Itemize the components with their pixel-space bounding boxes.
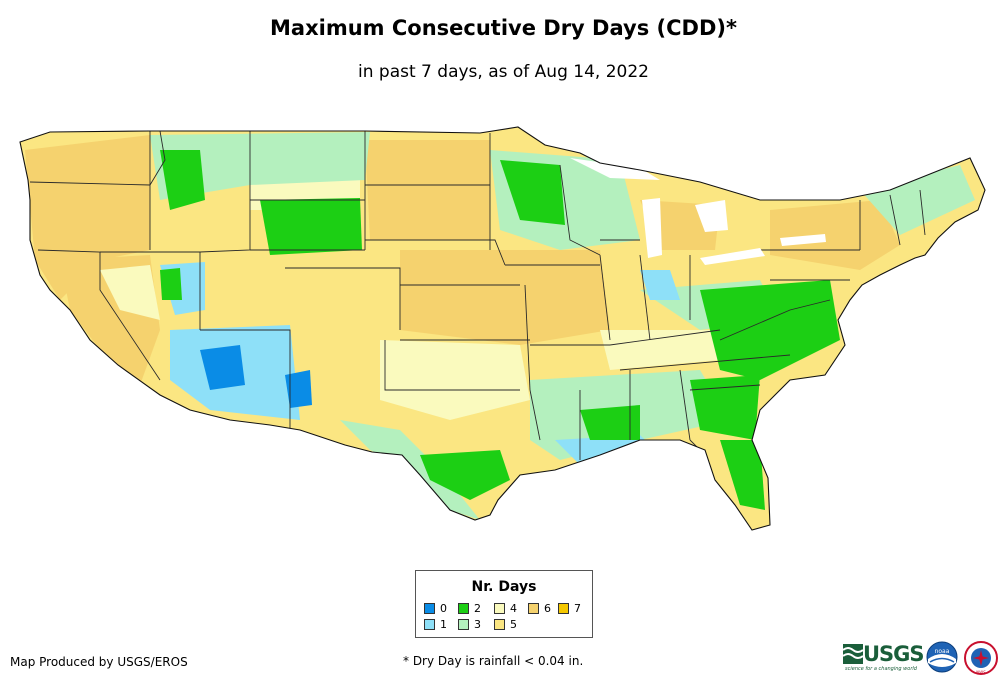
legend-item-0: 0 [424, 602, 447, 615]
region-arizona-zero [200, 345, 245, 390]
lake-ontario [780, 234, 826, 246]
legend-swatch-5 [494, 619, 505, 630]
region-central-plains [400, 250, 610, 345]
legend-item-2: 2 [458, 602, 481, 615]
region-texas-green [420, 450, 510, 500]
region-northern-rockies [150, 132, 370, 200]
footnote-text: * Dry Day is rainfall < 0.04 in. [403, 654, 584, 668]
legend-swatch-7 [558, 603, 569, 614]
region-dakotas [365, 140, 490, 240]
usgs-wordmark: USGS [863, 642, 925, 666]
region-georgia-green [690, 375, 760, 440]
region-idaho-green [160, 150, 205, 210]
region-carolinas-green [700, 280, 840, 380]
lake-huron [695, 200, 728, 232]
map-subtitle: in past 7 days, as of Aug 14, 2022 [358, 62, 649, 82]
region-florida-green [720, 440, 765, 510]
legend-item-4: 4 [494, 602, 517, 615]
credit-text: Map Produced by USGS/EROS [10, 655, 188, 669]
legend-title: Nr. Days [471, 579, 537, 595]
region-mississippi-green [580, 405, 640, 440]
legend-item-6: 6 [528, 602, 551, 615]
region-wyoming-green [260, 198, 362, 255]
legend-swatch-0 [424, 603, 435, 614]
usgs-wave-icon [843, 644, 863, 664]
legend-swatch-1 [424, 619, 435, 630]
us-outline [19, 126, 986, 531]
legend-item-1: 1 [424, 618, 447, 631]
usgs-logo: USGS science for a changing world [843, 642, 925, 672]
region-indiana-wet [640, 270, 680, 300]
lake-superior [570, 158, 660, 180]
nws-logo-text: NWS [976, 670, 986, 675]
noaa-logo-text: noaa [935, 648, 950, 655]
lake-erie [700, 248, 765, 265]
state-boundaries [29, 130, 926, 460]
legend-item-5: 5 [494, 618, 517, 631]
legend-swatch-4 [494, 603, 505, 614]
region-minnesota-green [500, 160, 565, 225]
region-texas-panhandle [380, 340, 530, 420]
region-northeast [770, 200, 900, 270]
region-new-england [860, 165, 975, 235]
legend-item-3: 3 [458, 618, 481, 631]
usgs-tagline: science for a changing world [845, 666, 917, 672]
region-west-coast [25, 135, 150, 300]
legend: Nr. Days 0 1 2 3 4 5 6 7 [415, 570, 593, 638]
lake-michigan [642, 198, 662, 258]
nws-logo-icon: NWS [964, 641, 998, 675]
map-title: Maximum Consecutive Dry Days (CDD)* [270, 16, 737, 40]
region-nevada-light [100, 265, 160, 320]
us-drought-map [19, 126, 986, 531]
legend-item-7: 7 [558, 602, 581, 615]
region-ohio-valley [600, 330, 720, 370]
region-nevada-green [160, 268, 182, 300]
legend-swatch-2 [458, 603, 469, 614]
legend-swatch-6 [528, 603, 539, 614]
noaa-logo-icon: noaa [926, 641, 958, 673]
region-nm-zero [285, 370, 312, 408]
legend-swatch-3 [458, 619, 469, 630]
